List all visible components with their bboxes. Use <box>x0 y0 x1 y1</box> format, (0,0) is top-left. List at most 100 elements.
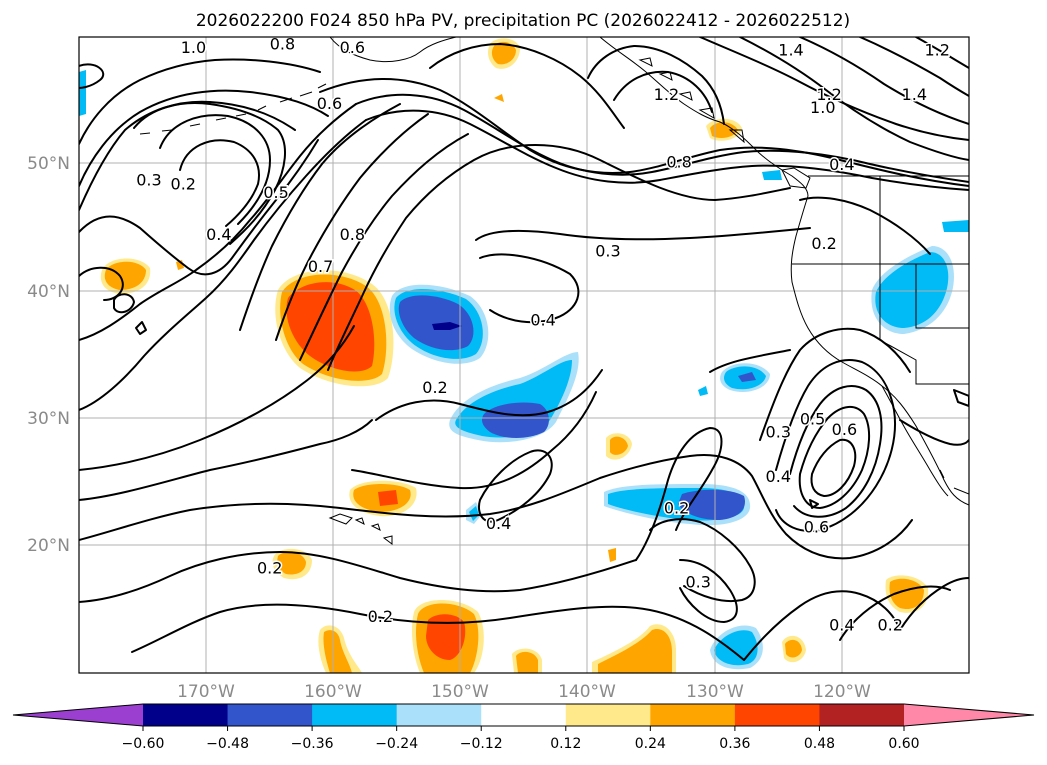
lon-tick-label: 150°W <box>431 682 489 702</box>
contour-line <box>953 389 969 407</box>
coastline-west-coast <box>790 195 969 506</box>
contour-line <box>587 45 725 125</box>
colorbar-segment <box>396 704 482 726</box>
contour-label: 1.0 <box>810 98 835 117</box>
precip-negative-area <box>469 506 479 521</box>
precip-positive-area <box>889 578 924 610</box>
contour-label: 0.2 <box>422 378 447 397</box>
colorbar-tick-label: 0.24 <box>635 736 666 752</box>
contour-line <box>759 327 911 441</box>
lat-tick-label: 50°N <box>27 154 70 174</box>
precip-positive-area <box>104 261 146 290</box>
lat-tick-label: 40°N <box>27 282 70 302</box>
precip-positive-area <box>494 94 504 102</box>
contour-line <box>79 119 367 411</box>
contour-line <box>810 438 857 497</box>
contour-line <box>635 427 723 561</box>
border-states <box>792 176 969 385</box>
contour-line <box>79 63 105 89</box>
contour-line <box>899 577 969 631</box>
contour-line <box>239 103 401 331</box>
precip-strong-negative-area <box>738 372 756 382</box>
contour-label: 0.6 <box>340 38 365 57</box>
map-gridlines <box>79 37 969 673</box>
contour-label: 0.4 <box>530 310 555 329</box>
precip-negative-area <box>698 386 708 396</box>
contour-line <box>478 449 553 523</box>
precip-strong-negative-area <box>482 402 549 438</box>
contour-line <box>709 349 791 373</box>
contour-line <box>113 293 135 314</box>
contour-line <box>799 37 969 125</box>
contour-line <box>789 385 883 518</box>
contour-label: 0.4 <box>829 155 854 174</box>
contour-line <box>775 359 897 532</box>
contour-line <box>79 103 357 341</box>
colorbar-segment <box>819 704 905 726</box>
precip-positive-area <box>491 41 516 65</box>
colorbar: −0.60 −0.48 −0.36 −0.24 −0.12 0.12 0.24 0.36 0.4… <box>12 703 1035 752</box>
contour-label: 0.4 <box>766 467 791 486</box>
contour-labels: 1.0 0.8 0.6 0.6 0.3 0.2 0.5 0.4 0.7 0.8 0.4 0.2 0.3 1… <box>135 33 952 636</box>
contour-line <box>699 37 969 141</box>
contour-line <box>355 93 969 183</box>
coastline-alaska-panhandle <box>599 37 809 197</box>
contour-label: 0.2 <box>811 234 836 253</box>
precip-strong-positive-area <box>426 614 466 660</box>
contour-line <box>79 139 319 276</box>
lon-tick-label: 130°W <box>686 682 744 702</box>
contour-line <box>479 253 580 324</box>
contour-line <box>319 78 969 187</box>
colorbar-tick-label: −0.12 <box>460 736 503 752</box>
contour-line <box>679 559 738 623</box>
contour-line <box>179 139 260 227</box>
contour-line <box>429 43 625 129</box>
precip-positive-area <box>610 436 628 455</box>
map-frame <box>78 36 970 674</box>
contour-label: 1.4 <box>902 85 927 104</box>
contour-line <box>133 102 286 245</box>
contour-line <box>79 455 691 541</box>
pv-contours <box>79 37 969 661</box>
contour-line <box>649 518 756 602</box>
contour-label: 0.3 <box>595 242 620 261</box>
colorbar-segment <box>143 704 229 726</box>
contour-line <box>375 369 603 421</box>
contour-label: 0.2 <box>664 499 689 518</box>
contour-label: 0.3 <box>136 170 161 189</box>
contour-line <box>365 109 969 191</box>
coastline-canada-islands <box>638 57 811 189</box>
lat-tick-label: 20°N <box>27 536 70 556</box>
contour-label: 0.8 <box>340 225 365 244</box>
coastline-alaska <box>329 37 457 63</box>
precip-strong-positive-area <box>378 490 398 506</box>
lat-tick-labels: 50°N 40°N 30°N 20°N <box>27 154 70 556</box>
precip-positive-area <box>710 122 738 138</box>
colorbar-segment <box>565 704 651 726</box>
colorbar-tick-label: 0.12 <box>550 736 581 752</box>
colorbar-tick-label: 0.48 <box>804 736 835 752</box>
contour-label: 0.4 <box>829 616 854 635</box>
contour-line <box>79 325 355 471</box>
contour-line <box>79 419 373 501</box>
contour-label: 1.2 <box>924 41 949 60</box>
contour-line <box>915 37 969 69</box>
contour-line <box>351 391 597 490</box>
contour-label: 0.2 <box>368 607 393 626</box>
contour-label: 1.0 <box>181 38 206 57</box>
lon-tick-labels: 170°W 160°W 150°W 140°W 130°W 120°W <box>177 682 871 702</box>
contour-line <box>79 58 321 145</box>
contour-line <box>839 585 951 641</box>
coastline-hawaii <box>328 513 393 545</box>
precip-positive-area <box>598 628 672 673</box>
colorbar-segment <box>227 704 313 726</box>
contour-line <box>899 419 969 446</box>
chart-title: 2026022200 F024 850 hPa PV, precipitatio… <box>196 11 850 31</box>
colorbar-segment <box>734 704 820 726</box>
precip-positive-area <box>785 639 802 658</box>
contour-line <box>79 89 329 187</box>
colorbar-segment <box>481 704 567 726</box>
contour-label: 0.2 <box>877 616 902 635</box>
precip-strong-positive-area <box>286 282 375 372</box>
contour-line <box>799 196 931 255</box>
